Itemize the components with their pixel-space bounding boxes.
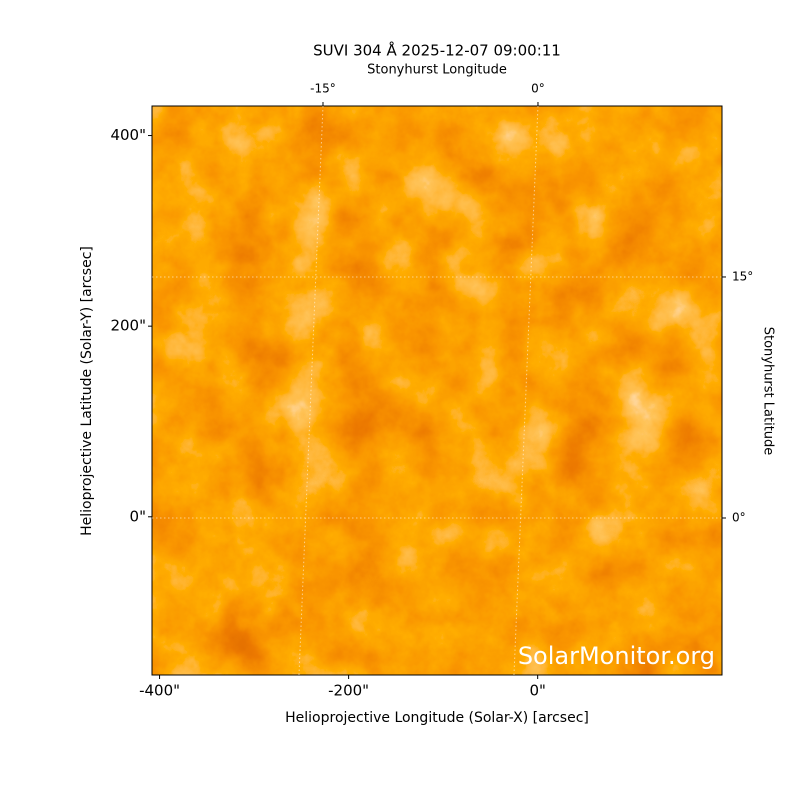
x2-tick-label: -15° (310, 82, 336, 96)
y2-tick-label: 0° (732, 511, 746, 525)
x2-tick-label: 0° (531, 82, 545, 96)
grid-line (513, 105, 539, 676)
y2-axis-label: Stonyhurst Latitude (761, 327, 776, 456)
x-axis-label: Helioprojective Longitude (Solar-X) [arc… (285, 710, 589, 726)
x-tick-label: -200" (328, 682, 369, 700)
x2-axis-label: Stonyhurst Longitude (367, 63, 507, 78)
x-tick-label: -400" (139, 682, 180, 700)
watermark: SolarMonitor.org (518, 642, 715, 670)
x-tick-label: 0" (529, 682, 545, 700)
plot-frame (151, 105, 723, 676)
y-tick-label: 0" (130, 507, 146, 525)
y-axis-label: Helioprojective Latitude (Solar-Y) [arcs… (79, 246, 95, 536)
grid-line (298, 105, 324, 676)
chart-title: SUVI 304 Å 2025-12-07 09:00:11 (313, 41, 561, 60)
y2-tick-label: 15° (732, 269, 753, 283)
y-tick-label: 200" (110, 317, 146, 335)
solar-image (152, 106, 722, 675)
y-tick-label: 400" (110, 126, 146, 144)
